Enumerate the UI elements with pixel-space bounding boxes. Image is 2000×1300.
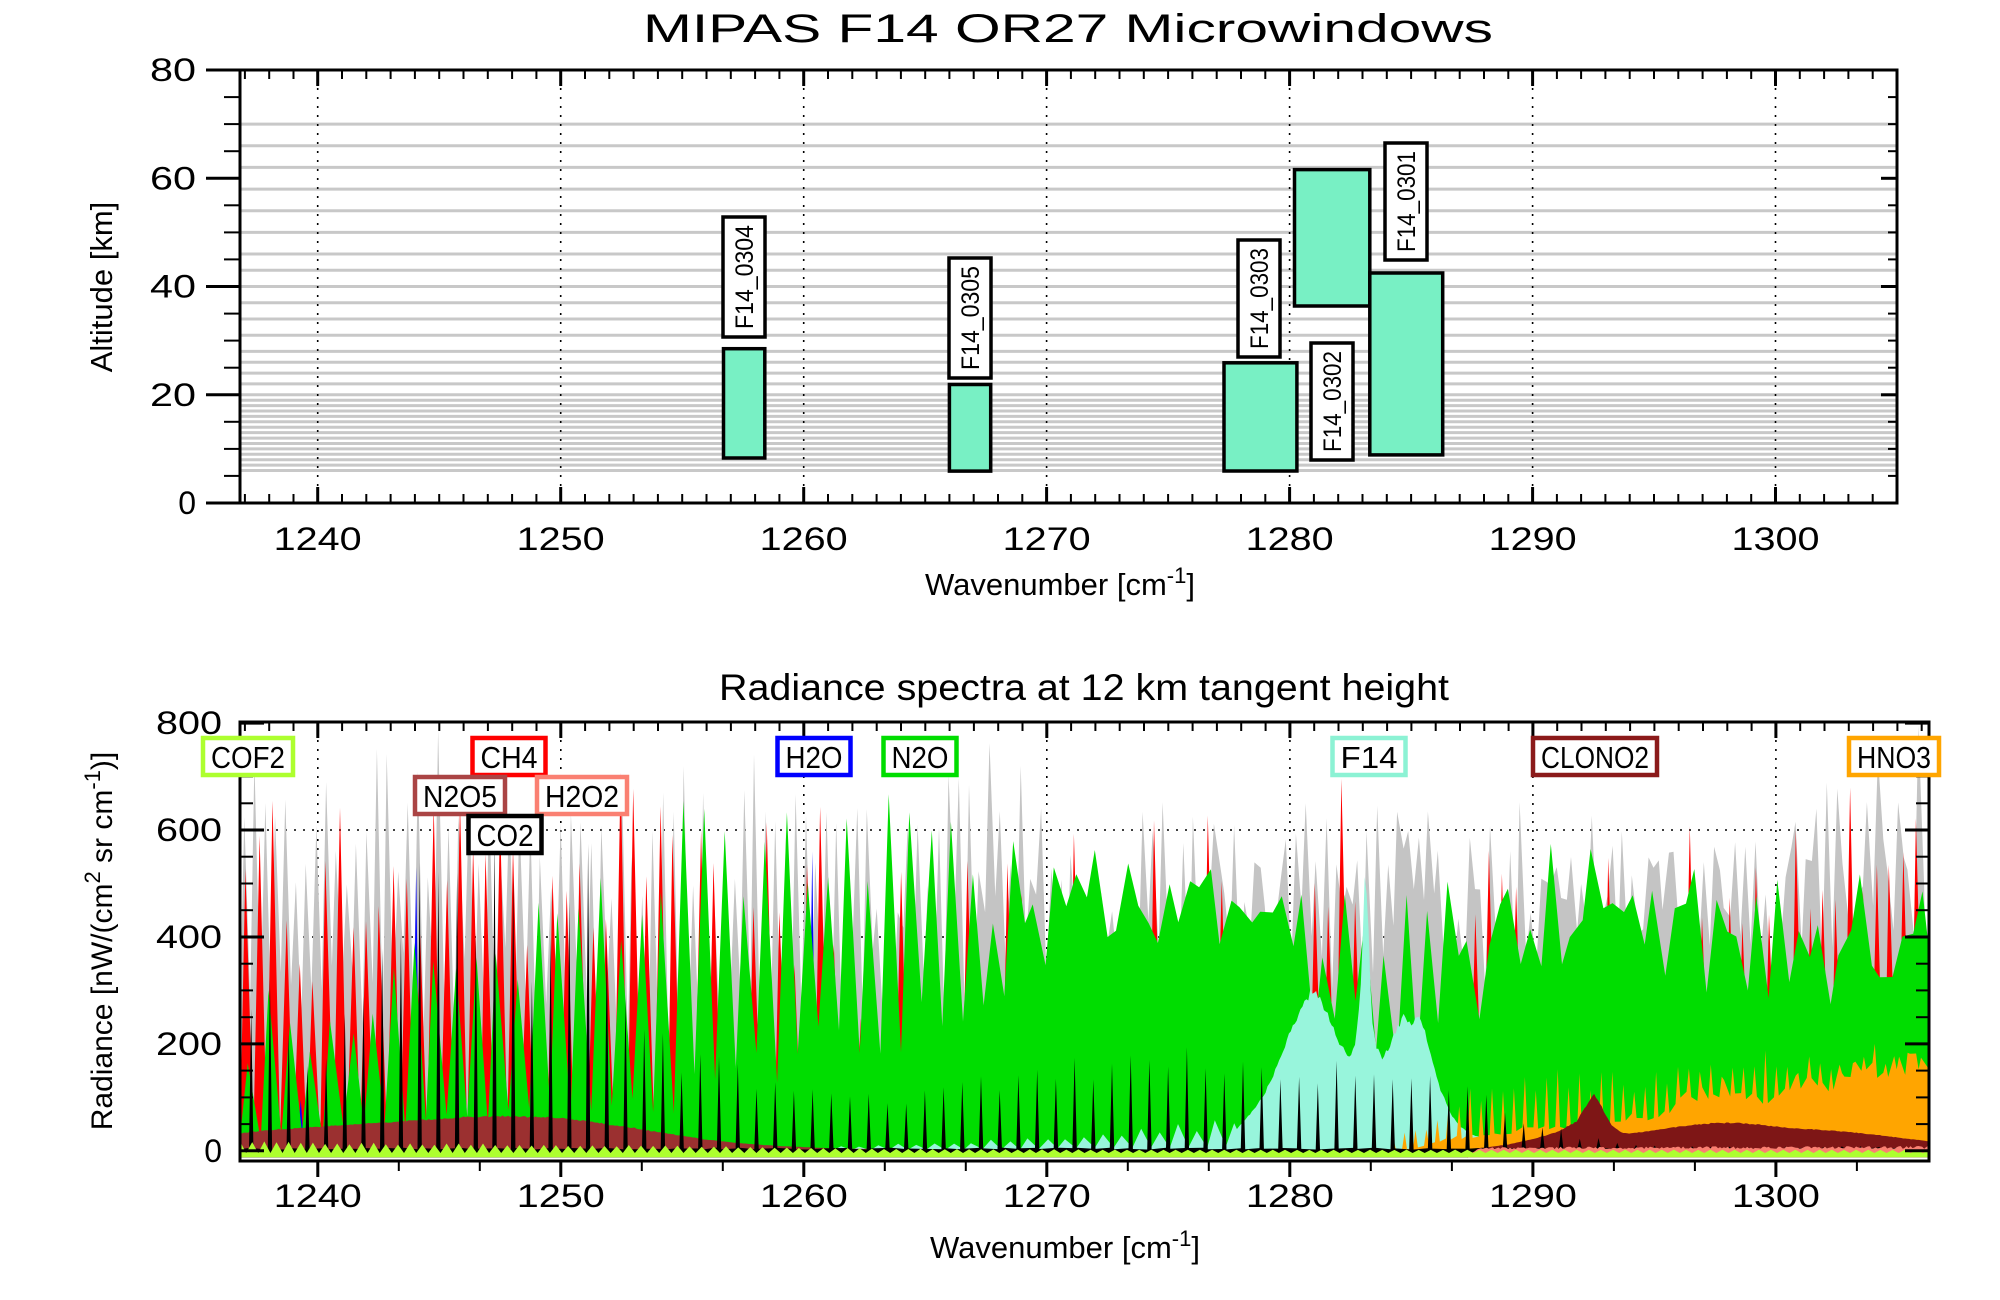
bottom-x-axis-label-text: Wavenumber [cm [930, 1230, 1172, 1265]
microwindow-label-F14_0304: F14_0304 [731, 225, 759, 329]
legend-box-N2O5 [412, 774, 508, 817]
bottom-y-label-pre: Radiance [nW/(cm [86, 884, 119, 1131]
microwindow-F14_0303 [1222, 361, 1299, 473]
microwindow-F14_0301 [1368, 271, 1445, 457]
legend-label-CLONO2: CLONO2 [1541, 740, 1649, 775]
bottom-plot-frame [238, 720, 1931, 1163]
legend-box-HNO3 [1846, 735, 1942, 778]
bottom-xtick-label: 1300 [1732, 1178, 1820, 1214]
microwindow-F14_0302 [1292, 167, 1372, 308]
legend-box-CH4 [470, 735, 548, 778]
legend-box-H2O [775, 735, 853, 778]
legend-label-F14: F14 [1341, 740, 1398, 775]
top-ytick-label: 40 [150, 269, 196, 305]
series-COF2-area [240, 1141, 1929, 1158]
legend-box-N2O [881, 735, 959, 778]
microwindow-label-box-F14_0304 [721, 215, 767, 339]
bottom-y-label-mid: sr cm [86, 790, 119, 872]
top-x-axis-label-close: ] [1186, 567, 1195, 602]
legend-label-COF2: COF2 [211, 740, 285, 775]
bottom-xtick-label: 1260 [760, 1178, 848, 1214]
legend-label-N2O5: N2O5 [423, 779, 497, 814]
top-ytick-label: 60 [150, 160, 196, 196]
top-xtick-label: 1270 [1003, 521, 1091, 557]
legend-label-N2O: N2O [892, 740, 949, 775]
top-xtick-label: 1300 [1732, 521, 1820, 557]
microwindow-F14_0304 [721, 346, 767, 460]
legend-label-CH4: CH4 [481, 740, 538, 775]
legend-label-H2O: H2O [786, 740, 843, 775]
legend-box-F14 [1330, 735, 1408, 778]
top-chart-title: MIPAS F14 OR27 Microwindows [643, 7, 1493, 51]
bottom-ytick-label: 400 [156, 919, 222, 955]
bottom-ytick-label: 0 [204, 1133, 222, 1169]
legend-label-CO2: CO2 [477, 818, 534, 853]
top-x-axis-label-text: Wavenumber [cm [925, 567, 1167, 602]
top-ytick-label: 0 [178, 485, 196, 521]
bottom-y-label-sup1: 2 [80, 871, 105, 883]
bottom-x-axis-label: Wavenumber [cm-1] [930, 1226, 1200, 1265]
bottom-xtick-label: 1290 [1489, 1178, 1577, 1214]
series-CLONO2-area [1460, 1093, 1929, 1158]
bottom-y-axis-label: Radiance [nW/(cm2 sr cm-1)] [80, 752, 119, 1131]
bottom-chart-title: Radiance spectra at 12 km tangent height [719, 667, 1450, 708]
top-xtick-label: 1290 [1489, 521, 1577, 557]
microwindow-label-F14_0305: F14_0305 [957, 266, 985, 370]
bottom-xtick-label: 1250 [517, 1178, 605, 1214]
bottom-x-axis-label-sup: -1 [1172, 1226, 1192, 1251]
microwindow-label-F14_0303: F14_0303 [1246, 248, 1274, 349]
microwindow-label-box-F14_0305 [947, 256, 993, 380]
bottom-ytick-label: 200 [156, 1026, 222, 1062]
legend-box-CO2 [466, 813, 544, 856]
bottom-x-axis-label-close: ] [1191, 1230, 1200, 1265]
bottom-xtick-label: 1270 [1003, 1178, 1091, 1214]
bottom-ytick-label: 800 [156, 705, 222, 741]
top-ytick-label: 80 [150, 52, 196, 88]
legend-box-CLONO2 [1530, 735, 1660, 778]
microwindow-label-box-F14_0301 [1383, 141, 1429, 262]
bottom-y-label-sup2: -1 [80, 770, 105, 790]
bottom-y-label-post: )] [86, 752, 119, 770]
microwindow-F14_0305 [947, 382, 993, 473]
microwindow-label-box-F14_0303 [1236, 238, 1282, 359]
series-N2O-area [240, 794, 1929, 1158]
microwindow-label-F14_0302: F14_0302 [1319, 351, 1347, 452]
top-y-axis-label: Altitude [km] [84, 202, 119, 373]
legend-box-H2O2 [534, 774, 630, 817]
bottom-xtick-label: 1280 [1246, 1178, 1334, 1214]
top-chart-layer: F14_0304 F14_0305 F14_0303 F14_0302 F14_0301… [150, 52, 1899, 557]
legend-label-H2O2: H2O2 [545, 779, 619, 814]
bottom-xtick-label: 1240 [274, 1178, 362, 1214]
top-x-axis-label: Wavenumber [cm-1] [925, 563, 1195, 602]
top-xtick-label: 1250 [517, 521, 605, 557]
top-xtick-label: 1240 [274, 521, 362, 557]
top-ytick-label: 20 [150, 377, 196, 413]
series-F14-area [1236, 877, 1929, 1158]
microwindow-label-F14_0301: F14_0301 [1393, 151, 1421, 252]
series-F14_low-area [833, 1111, 1261, 1158]
bottom-chart-layer: 1240 1250 1260 1270 1280 1290 1300 0 200 400 600 80… [156, 705, 1942, 1214]
top-xtick-label: 1280 [1246, 521, 1334, 557]
microwindow-label-box-F14_0302 [1309, 341, 1355, 462]
series-CO2-area [240, 837, 1929, 1158]
top-x-axis-label-sup: -1 [1167, 563, 1187, 588]
legend-label-HNO3: HNO3 [1857, 740, 1931, 775]
legend-box-COF2 [200, 735, 296, 778]
bottom-ytick-label: 600 [156, 812, 222, 848]
top-xtick-label: 1260 [760, 521, 848, 557]
